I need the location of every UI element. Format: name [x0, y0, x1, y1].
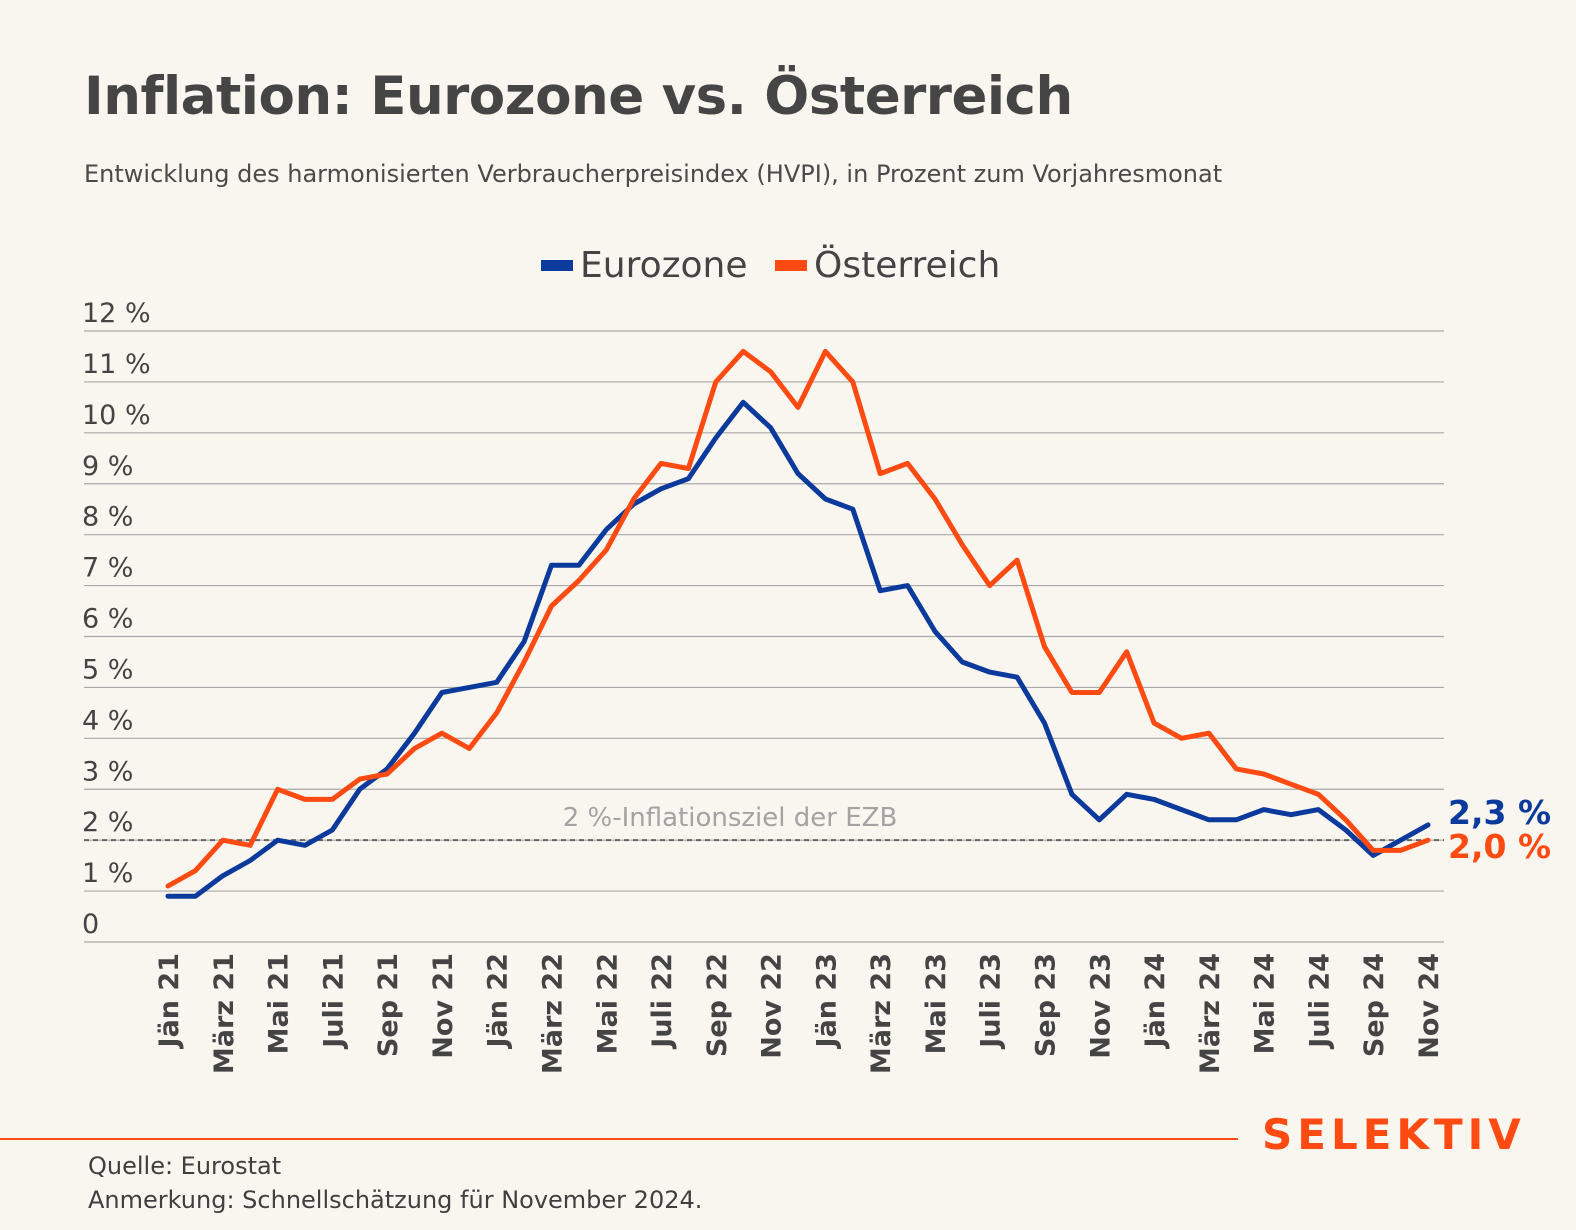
x-tick-label: Sep 23 — [1031, 953, 1062, 1057]
legend-label-oesterreich: Österreich — [814, 244, 1000, 286]
x-tick-label: März 23 — [866, 953, 897, 1074]
end-label-oesterreich: 2,0 % — [1448, 827, 1551, 866]
y-tick-label: 2 % — [82, 807, 133, 838]
x-tick-label: Sep 22 — [702, 953, 733, 1057]
x-tick-label: Juli 21 — [318, 953, 349, 1050]
target-label: 2 %-Inflationsziel der EZB — [563, 803, 898, 833]
y-tick-label: 6 % — [82, 604, 133, 635]
y-axis-ticks: 0 1 % 2 % 3 % 4 % 5 % 6 % 7 % 8 % 9 % 10 % 11 % 12 % — [82, 298, 151, 940]
footnote: Anmerkung: Schnellschätzung für November… — [88, 1186, 703, 1214]
x-tick-label: Jän 24 — [1140, 953, 1171, 1049]
x-tick-label: März 22 — [537, 953, 568, 1074]
y-tick-label: 11 % — [82, 349, 151, 380]
legend-swatch-eurozone — [541, 260, 573, 271]
x-tick-label: Sep 24 — [1359, 953, 1390, 1057]
x-tick-label: Mai 21 — [264, 953, 295, 1054]
y-tick-label: 8 % — [82, 502, 133, 533]
y-tick-label: 1 % — [82, 858, 133, 889]
x-tick-label: Mai 24 — [1250, 953, 1281, 1054]
x-tick-label: Nov 21 — [428, 953, 459, 1059]
y-tick-label: 12 % — [82, 298, 151, 329]
legend-swatch-oesterreich — [775, 260, 807, 271]
inflation-target: 2 %-Inflationsziel der EZB — [84, 803, 1444, 842]
y-tick-label: 3 % — [82, 756, 133, 787]
legend-label-eurozone: Eurozone — [580, 245, 747, 286]
x-tick-label: Jän 22 — [483, 953, 514, 1049]
x-tick-label: Juli 22 — [647, 953, 678, 1050]
y-tick-label: 7 % — [82, 553, 133, 584]
series-lines — [165, 348, 1431, 899]
x-tick-label: März 21 — [209, 953, 240, 1074]
x-tick-label: Juli 23 — [976, 953, 1007, 1050]
y-tick-label: 4 % — [82, 705, 133, 736]
y-tick-label: 5 % — [82, 654, 133, 685]
x-tick-label: Juli 24 — [1304, 953, 1335, 1050]
chart-title: Inflation: Eurozone vs. Österreich — [84, 66, 1073, 127]
series-line-oesterreich — [165, 348, 1431, 889]
x-tick-label: Jän 21 — [154, 953, 185, 1049]
x-tick-label: März 24 — [1195, 953, 1226, 1074]
x-tick-label: Nov 24 — [1414, 953, 1445, 1059]
line-chart: Eurozone Österreich 0 1 % 2 % 3 % 4 % 5 % 6 % 7… — [82, 244, 1551, 1074]
x-tick-label: Nov 23 — [1085, 953, 1116, 1059]
end-label-eurozone: 2,3 % — [1448, 793, 1551, 832]
y-tick-label: 9 % — [82, 451, 133, 482]
x-tick-label: Sep 21 — [373, 953, 404, 1057]
chart-subtitle: Entwicklung des harmonisierten Verbrauch… — [84, 160, 1223, 188]
x-tick-label: Mai 23 — [921, 953, 952, 1054]
footer-divider — [0, 1138, 1238, 1140]
source-note: Quelle: Eurostat — [88, 1152, 282, 1180]
x-tick-label: Nov 22 — [757, 953, 788, 1059]
legend: Eurozone Österreich — [541, 244, 1000, 286]
end-labels: 2,3 %2,0 % — [1448, 793, 1551, 866]
y-tick-label: 0 — [82, 909, 99, 940]
x-tick-label: Mai 22 — [592, 953, 623, 1054]
x-tick-label: Jän 23 — [811, 953, 842, 1049]
y-tick-label: 10 % — [82, 400, 151, 431]
x-axis-ticks: Jän 21 März 21 Mai 21 Juli 21 Sep 21 Nov 21 Jä… — [154, 953, 1445, 1074]
gridlines — [84, 330, 1444, 943]
brand-logo: SELEKTIV — [1262, 1110, 1526, 1159]
